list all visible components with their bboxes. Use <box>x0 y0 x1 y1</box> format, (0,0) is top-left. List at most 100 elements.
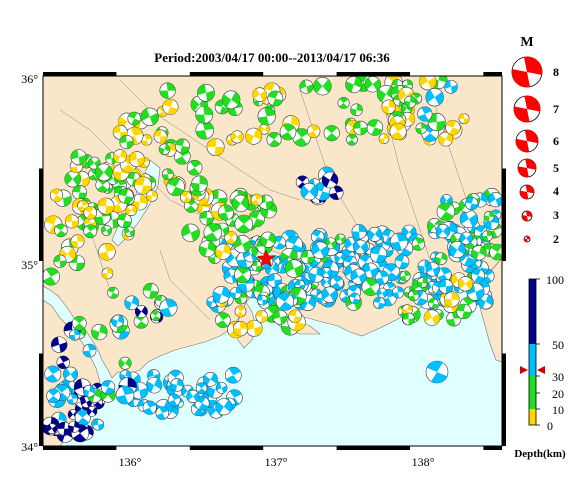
quake-marker <box>443 291 460 308</box>
quake-marker <box>346 133 358 146</box>
quake-marker <box>389 122 407 140</box>
quake-marker <box>100 380 116 395</box>
mag-legend-ball-8 <box>511 56 543 88</box>
quake-marker <box>124 295 139 311</box>
quake-marker <box>367 226 383 242</box>
quake-marker <box>230 130 244 144</box>
quake-marker <box>321 171 339 189</box>
quake-marker <box>267 90 284 107</box>
quake-marker <box>373 296 386 309</box>
quake-marker <box>217 204 234 221</box>
mag-legend-ball-3 <box>521 210 533 222</box>
quake-marker <box>435 223 451 239</box>
quake-marker <box>111 314 125 328</box>
quake-marker <box>98 243 116 261</box>
quake-marker <box>425 88 444 107</box>
quake-marker <box>288 309 302 324</box>
quake-marker <box>212 286 231 304</box>
quake-marker <box>101 267 114 280</box>
quake-marker <box>465 197 479 211</box>
quake-marker <box>131 194 148 211</box>
lat-label-36: 36° <box>21 72 38 86</box>
quake-marker <box>334 252 346 264</box>
depth-tick-10: 10 <box>552 403 564 417</box>
quake-marker <box>159 298 178 317</box>
quake-marker <box>46 423 58 435</box>
quake-marker <box>245 319 263 337</box>
quake-marker <box>215 398 233 416</box>
quake-marker <box>329 185 344 201</box>
mag-legend-ball-2 <box>523 235 531 243</box>
quake-marker <box>124 226 135 238</box>
quake-marker <box>203 223 222 242</box>
quake-marker <box>245 127 263 145</box>
quake-marker <box>150 310 162 322</box>
quake-marker <box>67 420 81 433</box>
quake-marker <box>125 204 138 217</box>
quake-marker <box>489 243 502 261</box>
quake-marker <box>456 303 472 320</box>
frame-tick-bottom <box>336 446 410 450</box>
quake-marker <box>321 286 338 304</box>
quake-marker <box>335 233 346 245</box>
quake-marker <box>438 131 454 147</box>
lat-label-34: 34° <box>21 440 38 454</box>
mag-legend-ball-6 <box>515 129 539 153</box>
quake-marker <box>419 76 437 91</box>
quake-marker <box>145 377 163 394</box>
quake-marker <box>197 83 215 102</box>
depth-band-50-100 <box>529 279 536 344</box>
quake-marker <box>284 259 304 278</box>
quake-marker <box>257 107 276 126</box>
quake-marker <box>427 112 446 131</box>
quake-marker <box>142 282 159 299</box>
mag-label-7: 7 <box>553 102 559 116</box>
quake-marker <box>392 286 405 299</box>
quake-marker <box>128 151 145 168</box>
quake-marker <box>275 292 295 311</box>
quake-marker <box>234 214 254 234</box>
mag-label-2: 2 <box>553 232 559 246</box>
quake-marker <box>117 213 132 229</box>
quake-marker <box>82 384 96 398</box>
mag-label-6: 6 <box>553 134 559 148</box>
quake-marker <box>415 122 428 135</box>
quake-marker <box>158 143 171 155</box>
quake-marker <box>425 262 440 277</box>
quake-marker <box>166 177 185 197</box>
quake-marker <box>399 270 411 282</box>
quake-marker <box>113 149 127 164</box>
quake-marker <box>353 239 368 255</box>
quake-marker <box>72 185 88 200</box>
depth-band-0-10 <box>529 409 536 425</box>
quake-marker <box>101 225 112 236</box>
quake-marker <box>141 134 153 146</box>
quake-marker <box>471 245 487 261</box>
quake-marker <box>86 406 98 417</box>
quake-marker <box>174 138 190 154</box>
magnitude-legend <box>511 56 543 243</box>
quake-marker <box>444 79 458 94</box>
quake-marker <box>407 289 420 302</box>
quake-marker <box>87 156 101 170</box>
mag-label-4: 4 <box>553 184 559 198</box>
quake-marker <box>350 103 363 117</box>
quake-marker <box>394 254 410 270</box>
lat-label-35: 35° <box>21 258 38 272</box>
quake-marker <box>488 192 502 208</box>
quake-marker <box>411 237 425 251</box>
quake-marker <box>234 305 247 318</box>
quake-marker <box>232 321 249 337</box>
quake-marker <box>170 378 184 392</box>
map-title: Period:2003/04/17 00:00--2013/04/17 06:3… <box>154 50 390 65</box>
quake-marker <box>186 159 203 176</box>
quake-marker <box>97 197 115 215</box>
quake-marker <box>231 194 250 213</box>
quake-marker <box>481 230 493 242</box>
quake-marker <box>364 76 381 93</box>
earthquake-markers <box>43 76 502 443</box>
lon-label-137: 137° <box>265 455 288 469</box>
quake-marker <box>457 276 474 292</box>
quake-marker <box>140 107 159 126</box>
quake-marker <box>82 343 97 358</box>
